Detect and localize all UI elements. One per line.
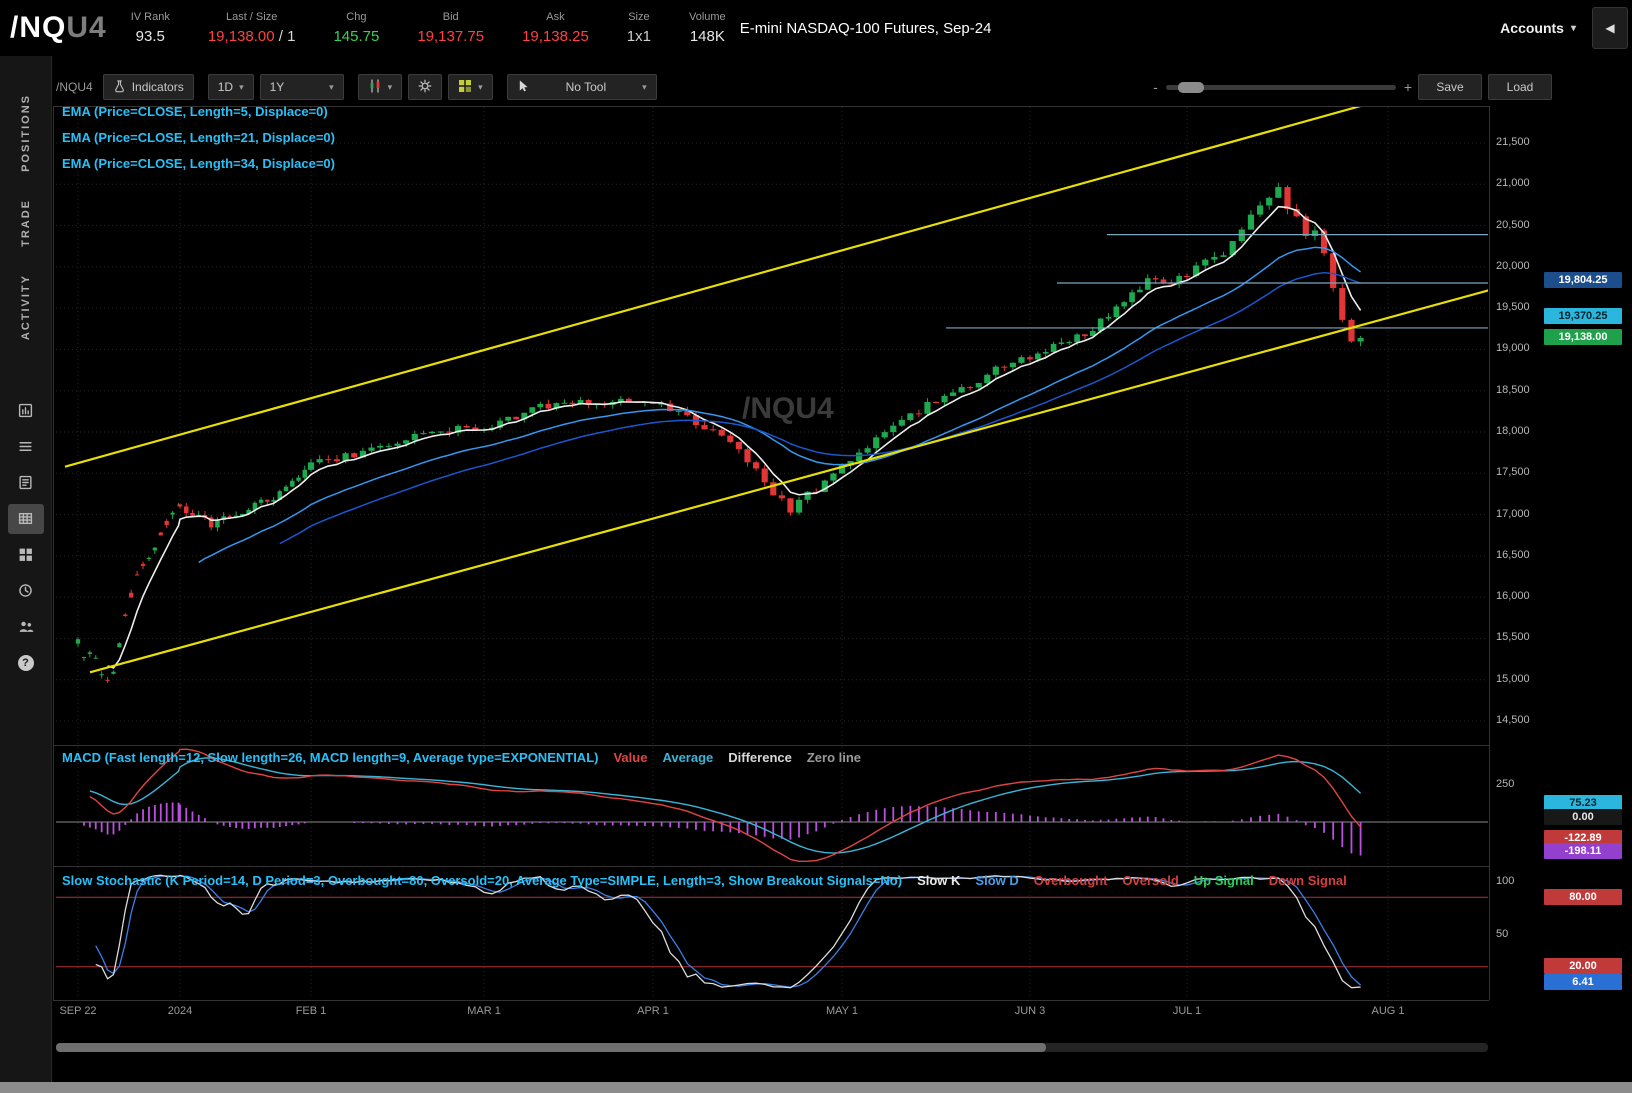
last-size-field: Last / Size 19,138.00 / 1 (208, 11, 296, 45)
indicators-button[interactable]: Indicators (103, 74, 194, 100)
report-icon[interactable] (8, 396, 44, 426)
chg-label: Chg (346, 11, 366, 23)
last-price-value: 19,138.00 (208, 28, 275, 45)
chart-scrollbar-handle[interactable] (56, 1043, 1046, 1052)
people-icon[interactable] (8, 612, 44, 642)
chevron-left-icon: ◀ (1605, 21, 1614, 35)
help-icon[interactable]: ? (8, 648, 44, 678)
volume-label: Volume (689, 11, 726, 23)
svg-text:/NQU4: /NQU4 (742, 392, 834, 425)
chevron-down-icon: ▾ (642, 82, 647, 93)
zoom-in-button[interactable]: + (1404, 79, 1412, 95)
drawing-tool-dropdown[interactable]: No Tool ▾ (507, 74, 657, 100)
sidebar-tab-activity[interactable]: ACTIVITY (20, 274, 32, 340)
accounts-dropdown[interactable]: Accounts ▾ (1500, 20, 1576, 36)
aggregation-dropdown[interactable]: 1D ▾ (208, 74, 254, 100)
legend-item: Difference (728, 750, 792, 765)
list-icon[interactable] (8, 432, 44, 462)
sidebar-icon-stack: ? (8, 393, 44, 681)
size-value: 1x1 (627, 28, 651, 45)
iv-rank-value: 93.5 (136, 28, 165, 45)
chevron-down-icon: ▾ (1571, 23, 1576, 34)
ask-label: Ask (546, 11, 564, 23)
chevron-down-icon: ▾ (388, 82, 393, 93)
indicators-label: Indicators (132, 80, 184, 94)
zoom-slider[interactable] (1166, 85, 1396, 90)
accounts-label: Accounts (1500, 20, 1564, 36)
legend-item: Overbought (1034, 873, 1108, 888)
aggregation-value: 1D (218, 80, 233, 94)
size-field: Size 1x1 (627, 11, 651, 45)
stochastic-study-label: Slow Stochastic (K Period=14, D Period=3… (62, 873, 902, 888)
sidebar-tab-positions[interactable]: POSITIONS (20, 94, 32, 172)
legend-item: Zero line (807, 750, 861, 765)
collapse-panel-button[interactable]: ◀ (1592, 7, 1628, 49)
legend-item: Slow K (917, 873, 960, 888)
ema-study-label: EMA (Price=CLOSE, Length=34, Displace=0) (62, 156, 335, 171)
symbol-root: /NQ (10, 11, 66, 44)
chevron-down-icon: ▾ (239, 82, 244, 93)
indicators-flask-icon (113, 79, 126, 96)
last-size-label: Last / Size (226, 11, 277, 23)
legend-item: Slow D (975, 873, 1018, 888)
dashboard-icon[interactable] (8, 540, 44, 570)
range-dropdown[interactable]: 1Y ▾ (260, 74, 344, 100)
last-size-value: / 1 (275, 28, 296, 45)
cursor-icon (517, 79, 530, 96)
chg-value: 145.75 (333, 28, 379, 45)
iv-rank-label: IV Rank (131, 11, 170, 23)
legend-item: Up Signal (1194, 873, 1254, 888)
legend-item: Oversold (1122, 873, 1178, 888)
iv-rank-field: IV Rank 93.5 (131, 11, 170, 45)
legend-item: Average (662, 750, 713, 765)
legend-item: Down Signal (1269, 873, 1347, 888)
ask-value: 19,138.25 (522, 28, 589, 45)
bid-label: Bid (443, 11, 459, 23)
candlestick-icon (368, 79, 382, 96)
ema-study-label: EMA (Price=CLOSE, Length=5, Displace=0) (62, 104, 328, 119)
gear-icon (418, 79, 432, 96)
save-button[interactable]: Save (1418, 74, 1482, 100)
macd-study-label: MACD (Fast length=12, Slow length=26, MA… (62, 750, 598, 765)
macd-legend: MACD (Fast length=12, Slow length=26, MA… (62, 750, 861, 765)
instrument-title: E-mini NASDAQ-100 Futures, Sep-24 (740, 20, 992, 37)
load-button[interactable]: Load (1488, 74, 1552, 100)
chevron-down-icon: ▾ (329, 82, 334, 93)
bid-field: Bid 19,137.75 (417, 11, 484, 45)
chg-field: Chg 145.75 (333, 11, 379, 45)
drawing-tool-value: No Tool (566, 80, 606, 94)
size-label: Size (628, 11, 649, 23)
legend-item: Value (613, 750, 647, 765)
chart-toolbar: /NQU4 Indicators 1D ▾ 1Y ▾ ▾ (56, 72, 1552, 102)
document-icon[interactable] (8, 468, 44, 498)
zoom-slider-handle[interactable] (1178, 82, 1204, 93)
volume-field: Volume 148K (689, 11, 726, 45)
window-bottom-bar (0, 1082, 1632, 1093)
toolbar-symbol: /NQU4 (56, 80, 93, 94)
zoom-out-button[interactable]: - (1153, 79, 1158, 95)
zoom-control: - + (1153, 79, 1412, 95)
quote-header: /NQU4 IV Rank 93.5 Last / Size 19,138.00… (0, 0, 1632, 56)
ask-field: Ask 19,138.25 (522, 11, 589, 45)
symbol-title: /NQU4 (10, 11, 107, 45)
stochastic-legend: Slow Stochastic (K Period=14, D Period=3… (62, 873, 1438, 888)
left-sidebar: POSITIONS TRADE ACTIVITY (0, 56, 52, 1093)
symbol-contract: U4 (66, 11, 106, 44)
help-glyph: ? (18, 655, 34, 671)
bid-value: 19,137.75 (417, 28, 484, 45)
chevron-down-icon: ▾ (478, 82, 483, 93)
chart-type-dropdown[interactable]: ▾ (358, 74, 403, 100)
chart-scrollbar-track[interactable] (56, 1043, 1488, 1052)
range-value: 1Y (270, 80, 285, 94)
trading-platform-window: /NQU4 /NQU4 IV Rank 93.5 Last / Size 19,… (0, 0, 1632, 1093)
chart-grid-icon[interactable] (8, 504, 44, 534)
grid-layout-dropdown[interactable]: ▾ (448, 74, 493, 100)
ema-study-label: EMA (Price=CLOSE, Length=21, Displace=0) (62, 130, 335, 145)
volume-value: 148K (690, 28, 725, 45)
history-clock-icon[interactable] (8, 576, 44, 606)
sidebar-tab-trade[interactable]: TRADE (20, 199, 32, 247)
grid-icon (458, 79, 472, 96)
chart-settings-button[interactable] (408, 74, 442, 100)
